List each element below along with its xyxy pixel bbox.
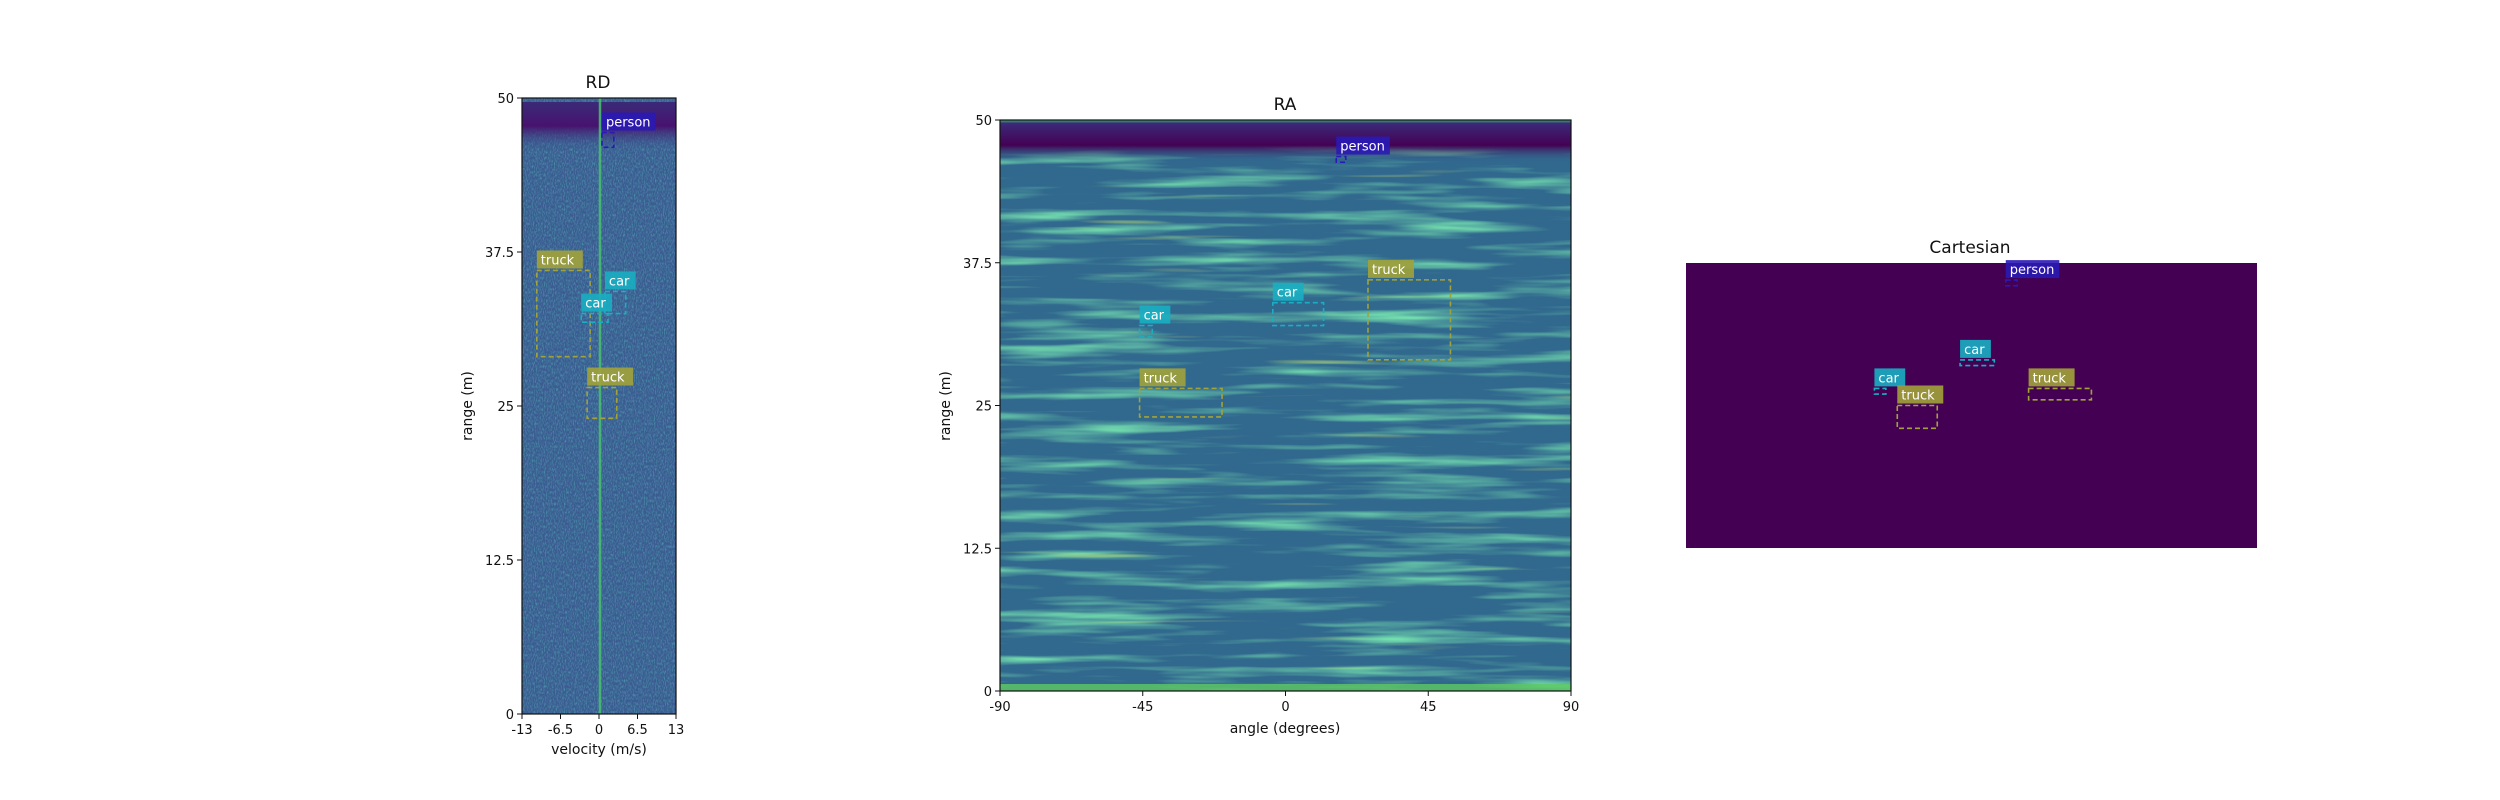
cartesian-detection-label-bg — [2028, 368, 2075, 387]
ra-detection-box — [1367, 279, 1452, 361]
ra-detection-label-bg — [1139, 305, 1171, 324]
ra-x-tick-label: 0 — [1281, 700, 1289, 715]
rd-detection-label: truck — [541, 253, 575, 268]
rd-x-axis: -13 -6.5 0 6.5 13 — [511, 714, 684, 738]
rd-x-tick-label: 13 — [668, 723, 685, 738]
rd-detection-label: car — [609, 274, 630, 289]
ra-detection-label-bg — [1336, 136, 1390, 155]
cartesian-title: Cartesian — [1929, 238, 2010, 258]
ra-panel: RA person truck car car truck -90 -45 0 45 90 0 1… — [938, 95, 1579, 737]
rd-y-axis-label: range (m) — [460, 371, 476, 441]
ra-detection-label: car — [1277, 286, 1298, 301]
cartesian-detection-label-bg — [1897, 385, 1944, 404]
rd-detection-box — [580, 312, 609, 324]
cartesian-detection-box — [1896, 404, 1939, 430]
rd-x-tick-label: 6.5 — [627, 723, 648, 738]
ra-x-tick-label: 45 — [1420, 700, 1437, 715]
ra-detection-label: person — [1340, 140, 1385, 155]
rd-detection-label: person — [606, 115, 651, 130]
rd-y-tick-label: 37.5 — [485, 246, 514, 261]
cartesian-detection-label: truck — [2033, 371, 2067, 386]
ra-detection-label: truck — [1372, 263, 1406, 278]
ra-x-tick-label: -90 — [989, 700, 1010, 715]
ra-x-axis-label: angle (degrees) — [1230, 721, 1341, 737]
ra-x-tick-label: 90 — [1563, 700, 1580, 715]
rd-detection-label-bg — [604, 271, 636, 290]
cartesian-detection-label: car — [1964, 343, 1985, 358]
ra-detection-box — [1138, 324, 1154, 338]
ra-y-tick-label: 50 — [975, 114, 992, 129]
ra-x-axis: -90 -45 0 45 90 — [989, 691, 1579, 715]
ra-y-tick-label: 37.5 — [963, 257, 992, 272]
cartesian-detection-label-bg — [1874, 368, 1906, 387]
rd-y-tick-label: 12.5 — [485, 554, 514, 569]
rd-detection-label: car — [585, 297, 606, 312]
ra-detections: person truck car car truck — [1138, 136, 1452, 418]
ra-far-range-band — [1000, 120, 1571, 162]
ra-y-axis: 0 12.5 25 37.5 50 — [963, 114, 1000, 700]
rd-x-tick-label: -13 — [511, 723, 532, 738]
ra-y-axis-label: range (m) — [938, 371, 954, 441]
rd-y-tick-label: 0 — [506, 708, 514, 723]
rd-detection-label-bg — [601, 112, 656, 131]
ra-title: RA — [1274, 95, 1297, 115]
cartesian-detection-label: truck — [1901, 389, 1935, 404]
ra-detection-box — [1138, 387, 1223, 418]
rd-y-tick-label: 50 — [497, 92, 514, 107]
ra-detection-label: car — [1144, 309, 1165, 324]
ra-detection-box — [1272, 301, 1325, 327]
rd-x-tick-label: 0 — [595, 723, 603, 738]
cartesian-detection-label: car — [1878, 371, 1899, 386]
rd-detection-box — [601, 131, 615, 149]
cartesian-detection-box — [2027, 387, 2093, 401]
ra-detection-label-bg — [1139, 368, 1186, 387]
ra-near-range-band — [1000, 684, 1571, 691]
rd-detection-label-bg — [581, 293, 613, 312]
rd-y-axis: 0 12.5 25 37.5 50 — [485, 92, 522, 723]
cartesian-detection-label-bg — [1960, 339, 1991, 358]
ra-detection-box — [1335, 155, 1347, 164]
cartesian-detection-label: person — [2010, 263, 2055, 278]
rd-detection-label-bg — [536, 250, 583, 269]
cartesian-detection-label-bg — [2005, 260, 2060, 279]
ra-y-tick-label: 0 — [984, 685, 992, 700]
cartesian-detection-box — [1959, 359, 1996, 367]
rd-title: RD — [586, 73, 611, 93]
ra-y-tick-label: 25 — [975, 400, 992, 415]
rd-x-axis-label: velocity (m/s) — [551, 742, 647, 758]
ra-detection-label-bg — [1272, 282, 1304, 301]
ra-heatmap-highlights — [1000, 120, 1571, 691]
rd-x-tick-label: -6.5 — [548, 723, 573, 738]
rd-detection-label: truck — [591, 371, 625, 386]
rd-detection-box — [586, 386, 618, 420]
ra-x-tick-label: -45 — [1132, 700, 1153, 715]
ra-detection-label-bg — [1367, 259, 1414, 278]
rd-y-tick-label: 25 — [497, 400, 514, 415]
ra-y-tick-label: 12.5 — [963, 542, 992, 557]
rd-detection-label-bg — [587, 367, 634, 386]
cartesian-background — [1686, 263, 2257, 548]
ra-detection-label: truck — [1144, 371, 1178, 386]
